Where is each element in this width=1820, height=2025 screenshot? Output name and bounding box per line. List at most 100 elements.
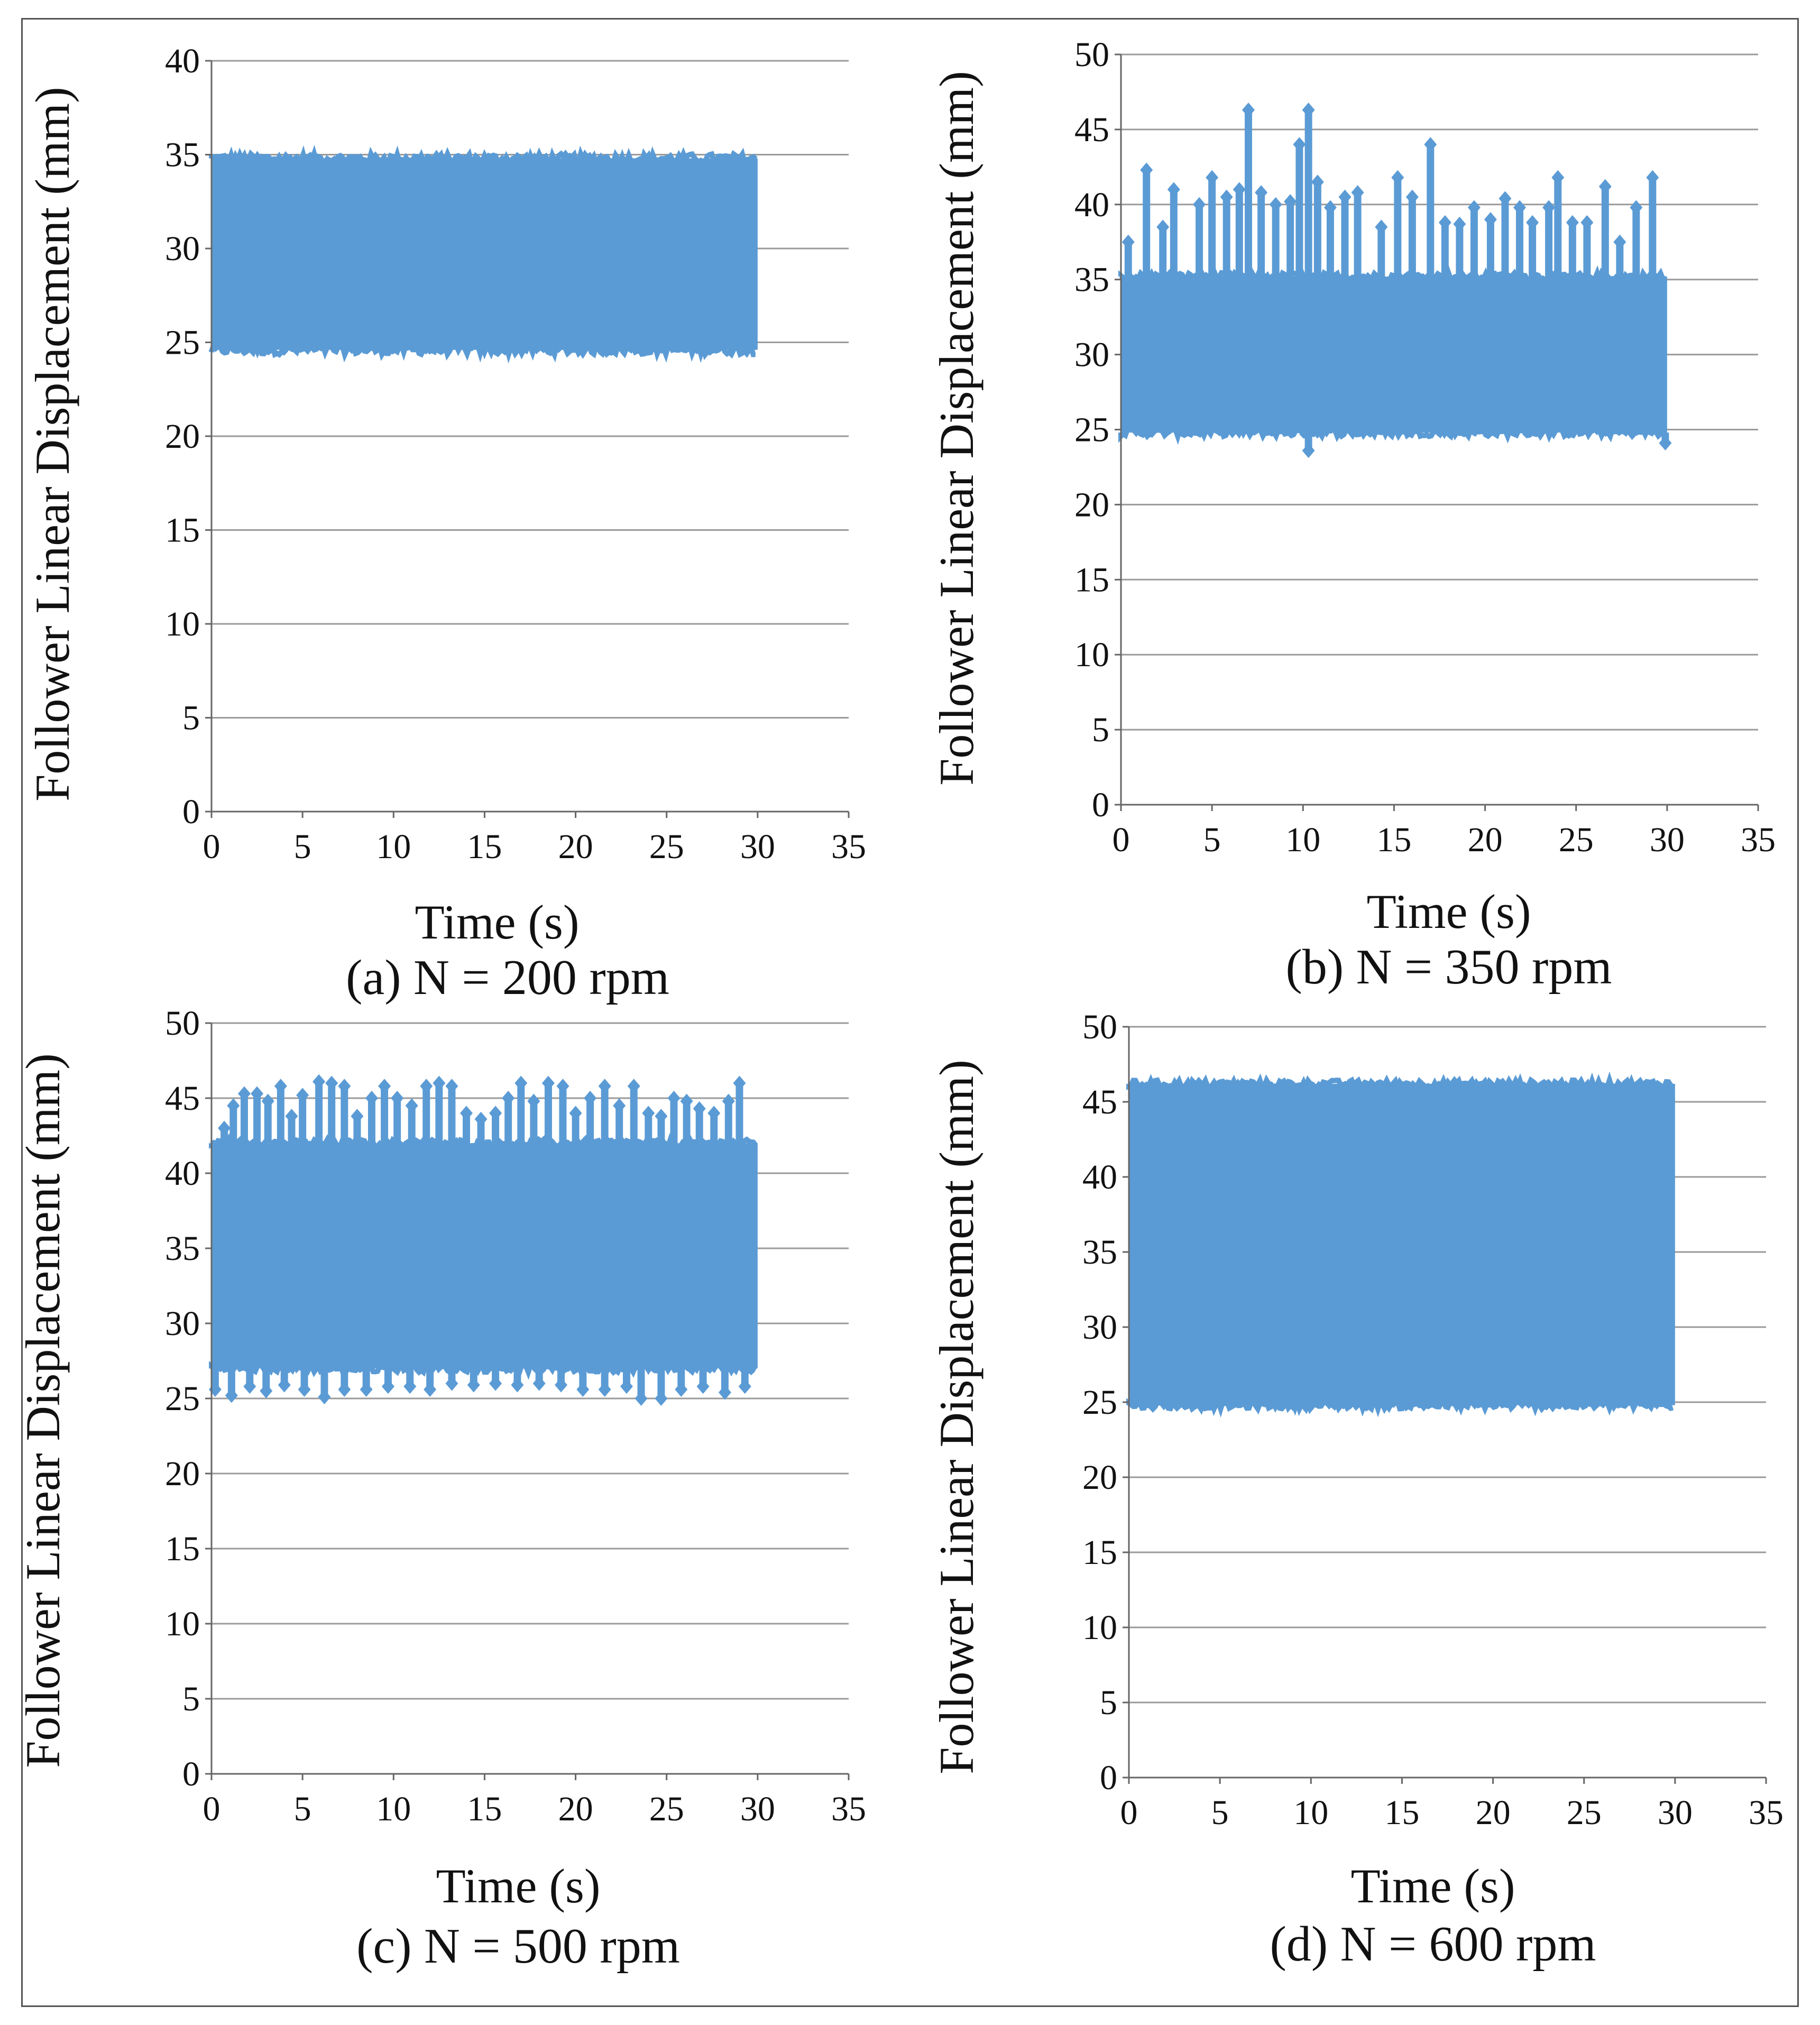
spike-marker-8 [1242,103,1255,118]
y-tick-label-40: 40 [165,1154,200,1193]
spike-marker-9 [325,1075,338,1091]
spike-marker-30 [613,1098,626,1113]
dip-marker-15 [511,1377,524,1393]
y-tick-label-20: 20 [1074,485,1109,524]
dip-marker-12 [445,1376,458,1391]
spike-marker-3 [251,1086,264,1101]
x-tick-label-0: 0 [1120,1793,1138,1832]
y-tick-label-35: 35 [165,136,200,174]
dip-marker-23 [675,1382,688,1397]
y-tick-label-5: 5 [182,1680,200,1718]
y-tick-label-30: 30 [1074,336,1109,374]
spike-marker-31 [1566,215,1579,230]
spike-marker-17 [1351,185,1364,200]
y-tick-label-45: 45 [1074,111,1109,149]
x-tick-label-20: 20 [558,1790,593,1828]
y-tick-label-15: 15 [165,1530,200,1568]
dip-marker-11 [424,1382,437,1397]
dip-marker-7 [338,1382,351,1397]
y-tick-label-40: 40 [1074,186,1109,224]
y-tick-label-20: 20 [165,417,200,456]
spike-marker-37 [707,1106,721,1121]
dip-marker-8 [360,1382,373,1397]
caption-a: (a) N = 200 rpm [346,950,669,1005]
y-axis-label-d: Follower Linear Displacement (mm) [930,1060,983,1774]
y-tick-labels-c: 0 5 10 15 20 25 30 35 40 45 50 [165,1004,200,1793]
dip-marker-0 [208,1382,222,1397]
spike-marker-25 [541,1075,555,1091]
series-band [212,1143,758,1369]
spike-marker-6 [1220,189,1233,205]
y-tick-label-10: 10 [1074,636,1109,674]
dip-marker-2 [243,1379,256,1394]
dip-marker-14 [489,1376,502,1391]
x-tick-label-15: 15 [467,1790,502,1828]
spike-marker-12 [1293,137,1306,152]
x-tick-label-35: 35 [831,827,866,866]
y-tick-label-30: 30 [1082,1308,1117,1347]
y-tick-label-20: 20 [165,1455,200,1493]
spike-marker-0 [1122,234,1135,250]
y-tick-label-15: 15 [1074,560,1109,599]
y-tick-label-15: 15 [165,511,200,550]
y-tick-label-0: 0 [1100,1759,1117,1797]
spike-marker-23 [514,1075,528,1091]
data-series-a [209,144,758,364]
dip-marker-7 [1395,1395,1409,1410]
spike-marker-1 [1140,162,1153,178]
series-lower-edge [209,336,756,364]
dip-marker-8 [1432,1393,1445,1409]
x-tick-label-30: 30 [1658,1793,1693,1832]
y-tick-label-25: 25 [165,1379,200,1418]
dip-marker-1 [1177,1395,1190,1410]
x-tick-label-35: 35 [1741,821,1776,859]
series-upper-edge [1126,1071,1675,1095]
spike-marker-35 [680,1093,693,1109]
spike-marker-5 [274,1079,287,1094]
x-tick-labels-d: 0 5 10 15 20 25 30 35 [1120,1793,1784,1832]
spike-marker-21 [489,1106,502,1121]
x-tick-label-35: 35 [831,1790,866,1828]
x-tick-label-30: 30 [1650,821,1685,859]
axes-d [1123,1026,1767,1784]
x-tick-labels-c: 0 5 10 15 20 25 30 35 [203,1790,867,1828]
dip-marker-21 [635,1391,648,1406]
dip-marker-24 [696,1379,710,1394]
dip-marker-5 [298,1382,311,1397]
spike-marker-26 [556,1079,569,1094]
panel-b: 0 5 10 15 20 25 30 35 40 45 50 0 5 10 15 20 25 30 35 Time… [930,35,1776,995]
y-tick-label-50: 50 [1082,1008,1117,1046]
spike-marker-15 [405,1098,418,1113]
y-tick-label-50: 50 [1074,35,1109,74]
x-tick-label-20: 20 [1468,821,1503,859]
y-tick-label-15: 15 [1082,1533,1117,1572]
spike-marker-2 [1156,219,1170,235]
y-axis-label-b: Follower Linear Displacement (mm) [930,71,983,785]
dip-marker-0 [1302,443,1315,458]
x-tick-label-20: 20 [558,827,593,866]
spike-marker-5 [1206,170,1219,185]
axes-c [205,1022,850,1780]
spike-marker-29 [1542,200,1556,215]
x-tick-labels-b: 0 5 10 15 20 25 30 35 [1113,821,1776,859]
y-axis-label-a: Follower Linear Displacement (mm) [25,87,79,801]
spike-marker-36 [1646,170,1659,185]
panel-a: 0 5 10 15 20 25 30 35 40 0 5 10 15 20 25 30 35 Time (s)… [25,42,866,1005]
spike-marker-12 [365,1091,378,1106]
dip-marker-10 [403,1379,417,1394]
spike-marker-19 [460,1106,473,1121]
spike-marker-17 [433,1075,446,1091]
dip-marker-10 [1505,1396,1518,1411]
y-tick-label-50: 50 [165,1004,200,1043]
caption-c: (c) N = 500 rpm [356,1919,680,1974]
dip-marker-2 [1214,1395,1227,1410]
x-tick-label-0: 0 [203,827,220,866]
dip-marker-17 [555,1377,568,1393]
spike-marker-9 [1255,185,1268,200]
series-lower-edge [1118,421,1668,445]
spike-marker-7 [1233,182,1246,197]
spike-marker-15 [1323,200,1337,215]
spike-marker-35 [1630,200,1643,215]
spike-marker-27 [1513,200,1526,215]
